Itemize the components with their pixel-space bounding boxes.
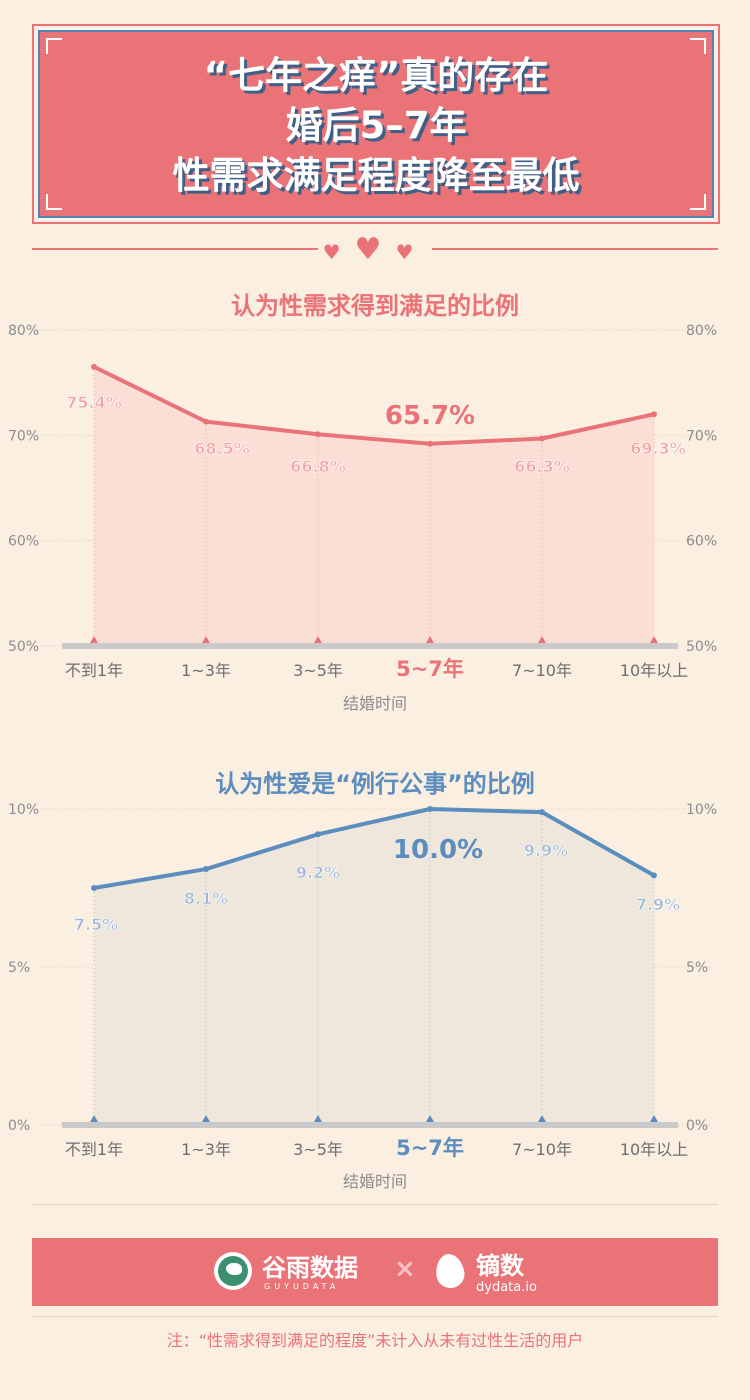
data-point: [91, 885, 97, 891]
heart-icon: ♥: [322, 240, 355, 264]
banner-corner: [690, 38, 706, 54]
x-axis-baseline: [62, 643, 678, 649]
x-tick-label: 3~5年: [293, 1140, 343, 1159]
data-label: 68.5%: [194, 439, 250, 458]
y-tick-label-right: 0%: [686, 1118, 708, 1134]
data-point: [427, 440, 433, 447]
banner-corner: [46, 38, 62, 54]
x-tick-label: 5~7年: [396, 657, 464, 681]
chart1-xlabel: 结婚时间: [342, 694, 407, 713]
y-tick-label-right: 80%: [686, 323, 717, 339]
x-tick-label: 不到1年: [65, 1140, 123, 1159]
x-tick-marker: [90, 636, 98, 643]
data-label: 69.3%: [630, 439, 686, 458]
data-label: 66.3%: [514, 457, 570, 476]
x-tick-marker: [202, 1115, 210, 1122]
data-label: 75.4%: [66, 393, 122, 412]
data-label: 8.1%: [184, 889, 228, 908]
y-tick-label-right: 70%: [686, 428, 717, 444]
data-point: [315, 831, 321, 838]
x-tick-label: 7~10年: [512, 661, 572, 680]
data-point: [539, 809, 545, 816]
x-tick-marker: [426, 636, 434, 643]
chart1-plot: 50% 50% 60% 60% 70% 70% 80% 80% 不到1年 75.4% 1~3年 68.…: [8, 323, 717, 681]
y-tick-label-right: 50%: [686, 639, 717, 655]
x-tick-label: 10年以上: [620, 1140, 688, 1159]
data-point: [651, 872, 657, 879]
heart-icon: ♥: [395, 240, 428, 264]
x-tick-marker: [90, 1115, 98, 1122]
x-tick-marker: [314, 636, 322, 643]
x-tick-label: 1~3年: [181, 1140, 231, 1159]
chart2-plot: 0% 0% 5% 5% 10% 10% 不到1年 7.5% 1~3年 8.1% 3~5年 9.2% 5~…: [8, 802, 717, 1160]
banner-line-2: 婚后5–7年: [285, 104, 467, 147]
y-tick-label-left: 80%: [8, 323, 39, 339]
data-label: 9.9%: [524, 841, 568, 860]
heart-icon: ♥: [354, 232, 396, 267]
data-point: [539, 435, 545, 442]
data-point: [91, 363, 97, 370]
footer-divider: [32, 1316, 718, 1317]
data-label: 65.7%: [385, 401, 475, 431]
separator-x: ×: [394, 1254, 416, 1284]
chart2-xlabel: 结婚时间: [342, 1172, 407, 1191]
data-point: [203, 418, 209, 425]
y-tick-label-left: 0%: [8, 1118, 30, 1134]
brand1-subtitle: GUYUDATA: [264, 1282, 340, 1291]
x-tick-marker: [314, 1115, 322, 1122]
data-label: 66.8%: [290, 457, 346, 476]
footnote: 注：“性需求得到满足的程度”未计入从未有过性生活的用户: [166, 1331, 584, 1350]
x-tick-label: 7~10年: [512, 1140, 572, 1159]
data-label: 7.5%: [74, 915, 118, 934]
banner-line-3: 性需求满足程度降至最低: [172, 154, 580, 197]
guyu-logo-icon: [214, 1252, 252, 1290]
x-tick-marker: [426, 1115, 434, 1122]
series-area: [94, 809, 654, 1125]
data-point: [427, 806, 433, 812]
dydata-drop-icon: [433, 1252, 467, 1290]
chart2-title: 认为性爱是“例行公事”的比例: [215, 770, 535, 798]
y-tick-label-left: 50%: [8, 639, 39, 655]
section-divider: [32, 1204, 718, 1205]
x-tick-label: 1~3年: [181, 661, 231, 680]
chart1-title: 认为性需求得到满足的比例: [231, 292, 519, 320]
series-area: [94, 366, 654, 646]
series-line: [93, 365, 655, 446]
brand2-name: 镝数: [476, 1252, 524, 1280]
y-tick-label-right: 10%: [686, 802, 717, 818]
x-tick-label: 不到1年: [65, 661, 123, 680]
x-tick-marker: [650, 1115, 658, 1122]
data-label: 9.2%: [296, 863, 340, 882]
banner-corner: [46, 194, 62, 210]
brand2-subtitle: dydata.io: [476, 1280, 537, 1295]
x-axis-baseline: [62, 1122, 678, 1128]
x-tick-marker: [538, 636, 546, 643]
x-tick-marker: [202, 636, 210, 643]
y-tick-label-left: 60%: [8, 534, 39, 550]
brand1-name: 谷雨数据: [262, 1254, 358, 1282]
title-banner: “七年之痒”真的存在 婚后5–7年 性需求满足程度降至最低: [32, 24, 720, 224]
banner-line-1: “七年之痒”真的存在: [203, 54, 549, 97]
x-tick-marker: [538, 1115, 546, 1122]
banner-corner: [690, 194, 706, 210]
data-point: [315, 431, 321, 438]
hearts-decoration: ♥♥♥: [318, 235, 432, 265]
series-line: [93, 807, 655, 890]
x-tick-label: 3~5年: [293, 661, 343, 680]
x-tick-label: 10年以上: [620, 661, 688, 680]
x-tick-marker: [650, 636, 658, 643]
y-tick-label-left: 10%: [8, 802, 39, 818]
data-point: [203, 866, 209, 873]
x-tick-label: 5~7年: [396, 1136, 464, 1160]
data-label: 10.0%: [393, 835, 483, 865]
data-point: [651, 411, 657, 418]
y-tick-label-left: 70%: [8, 428, 39, 444]
data-label: 7.9%: [636, 895, 680, 914]
y-tick-label-right: 60%: [686, 534, 717, 550]
y-tick-label-left: 5%: [8, 960, 30, 976]
y-tick-label-right: 5%: [686, 960, 708, 976]
footer-bar: 谷雨数据 GUYUDATA × 镝数 dydata.io: [32, 1238, 718, 1306]
